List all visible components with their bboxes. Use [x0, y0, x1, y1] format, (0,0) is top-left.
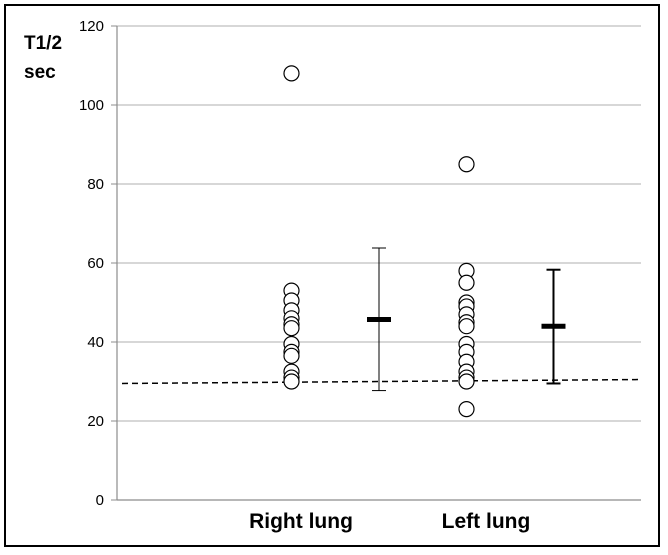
y-axis-label-line-1: T1/2 — [24, 33, 63, 54]
data-point-left-lung-7 — [458, 318, 475, 335]
data-point-right-lung-0 — [283, 65, 300, 82]
y-tick-label-100: 100 — [79, 97, 104, 114]
reference-line-layer — [121, 378, 642, 385]
reference-line — [121, 378, 642, 385]
grid-layer — [111, 25, 641, 501]
y-tick-layer: 0 20 40 60 80 100 120 — [79, 18, 104, 509]
y-tick-label-40: 40 — [87, 334, 104, 351]
error-bar-layer — [367, 247, 566, 392]
y-tick-label-60: 60 — [87, 255, 104, 272]
data-point-left-lung-14 — [458, 401, 475, 418]
data-point-layer — [283, 65, 475, 418]
y-tick-label-80: 80 — [87, 176, 104, 193]
y-tick-label-0: 0 — [96, 492, 104, 509]
chart-frame — [4, 4, 660, 547]
y-tick-label-120: 120 — [79, 18, 104, 35]
data-point-right-lung-6 — [283, 320, 300, 337]
y-axis-label-line-2: sec — [24, 62, 56, 83]
data-point-right-lung-12 — [283, 373, 300, 390]
data-point-right-lung-9 — [283, 347, 300, 364]
category-label-left-lung: Left lung — [441, 510, 531, 533]
y-tick-label-20: 20 — [87, 413, 104, 430]
category-label-right-lung: Right lung — [249, 510, 353, 533]
data-point-left-lung-13 — [458, 373, 475, 390]
data-point-left-lung-2 — [458, 274, 475, 291]
data-point-left-lung-0 — [458, 156, 475, 173]
